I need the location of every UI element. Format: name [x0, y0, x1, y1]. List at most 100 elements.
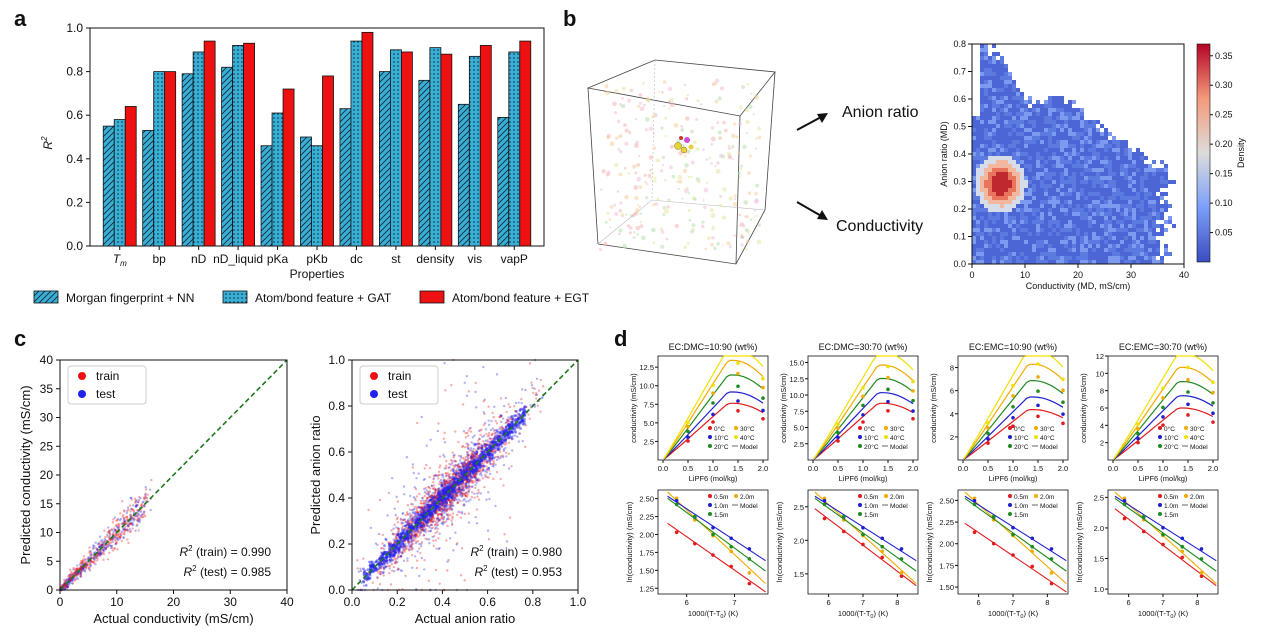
heatmap-cell [1068, 192, 1072, 196]
test-point [98, 552, 101, 556]
heatmap-cell [1020, 192, 1024, 196]
heatmap-cell [988, 88, 992, 92]
heatmap-cell [1084, 228, 1088, 232]
heatmap-cell [1072, 212, 1076, 216]
heatmap-cell [1108, 156, 1112, 160]
heatmap-cell [1024, 160, 1028, 164]
heatmap-cell [1060, 116, 1064, 120]
heatmap-cell [1052, 180, 1056, 184]
y-tick-label: 35 [40, 382, 54, 396]
heatmap-cell [1156, 240, 1160, 244]
md-particle [667, 198, 671, 202]
test-point [378, 572, 382, 576]
heatmap-cell [1128, 164, 1132, 168]
legend-label-1: Atom/bond feature + GAT [255, 291, 392, 305]
heatmap-cell [984, 84, 988, 88]
train-point [108, 532, 111, 535]
y-tick-label: 0.7 [953, 67, 966, 77]
test-point [107, 543, 111, 546]
heatmap-cell [1040, 224, 1044, 228]
heatmap-cell [1068, 236, 1072, 240]
test-point [100, 543, 104, 547]
md-particle [748, 104, 753, 110]
heatmap-cell [1004, 132, 1008, 136]
md-particle [642, 81, 645, 85]
test-point [136, 519, 139, 523]
heatmap-cell [1000, 108, 1004, 112]
test-point [97, 552, 100, 556]
heatmap-cell [1036, 208, 1040, 212]
heatmap-cell [996, 256, 1000, 260]
heatmap-cell [972, 120, 976, 124]
train-point [119, 512, 122, 515]
heatmap-cell [1088, 256, 1092, 260]
heatmap-cell [976, 140, 980, 144]
heatmap-cell [992, 244, 996, 248]
md-particle [727, 154, 732, 159]
heatmap-cell [1016, 140, 1020, 144]
test-point [457, 510, 460, 513]
heatmap-cell [996, 244, 1000, 248]
heatmap-cell [1136, 208, 1140, 212]
heatmap-cell [996, 88, 1000, 92]
test-point [110, 544, 114, 548]
heatmap-cell [1104, 200, 1108, 204]
heatmap-cell [1016, 168, 1020, 172]
heatmap-cell [1048, 148, 1052, 152]
heatmap-cell [1140, 224, 1144, 228]
y-tick-label: 0.4 [66, 152, 83, 166]
test-point [514, 401, 518, 405]
heatmap-cell [988, 116, 992, 120]
test-point [91, 556, 95, 560]
train-point [489, 437, 492, 441]
heatmap-cell [976, 168, 980, 172]
heatmap-cell [1060, 176, 1064, 180]
md-particle [612, 101, 617, 107]
heatmap-cell [1060, 240, 1064, 244]
test-point [443, 441, 447, 444]
heatmap-cell [1096, 204, 1100, 208]
bar-pKa-0 [260, 145, 273, 247]
md-particle [662, 205, 667, 210]
train-point [396, 516, 399, 519]
train-point [475, 508, 479, 511]
heatmap-cell [976, 224, 980, 228]
heatmap-cell [1000, 244, 1004, 248]
heatmap-cell [1024, 112, 1028, 116]
heatmap-cell [1060, 208, 1064, 212]
md-particle [641, 235, 646, 241]
md-particle [676, 180, 680, 183]
heatmap-cell [1036, 260, 1040, 264]
heatmap-cell [1052, 128, 1056, 132]
heatmap-cell [1156, 176, 1160, 180]
heatmap-cell [1028, 252, 1032, 256]
heatmap-cell [1072, 180, 1076, 184]
heatmap-cell [1136, 192, 1140, 196]
heatmap-cell [1132, 208, 1136, 212]
train-point [429, 495, 432, 499]
heatmap-cell [1084, 236, 1088, 240]
heatmap-cell [1012, 164, 1016, 168]
heatmap-cell [1040, 256, 1044, 260]
y-tick-label: 0.8 [66, 65, 83, 79]
train-point [124, 528, 128, 532]
test-point [438, 487, 441, 490]
train-point [432, 484, 436, 487]
heatmap-cell [1020, 92, 1024, 96]
test-point [482, 365, 485, 369]
heatmap-cell [1056, 132, 1060, 136]
heatmap-cell [1096, 132, 1100, 136]
heatmap-cell [1012, 88, 1016, 92]
md-particle [700, 224, 705, 229]
heatmap-cell [976, 132, 980, 136]
test-point [128, 521, 131, 524]
md-particle [719, 194, 722, 198]
heatmap-cell [1096, 156, 1100, 160]
heatmap-cell [996, 204, 1000, 208]
test-point [449, 480, 452, 483]
heatmap-cell [988, 160, 992, 164]
heatmap-cell [1108, 184, 1112, 188]
heatmap-cell [1132, 192, 1136, 196]
heatmap-cell [1000, 224, 1004, 228]
heatmap-cell [1104, 156, 1108, 160]
